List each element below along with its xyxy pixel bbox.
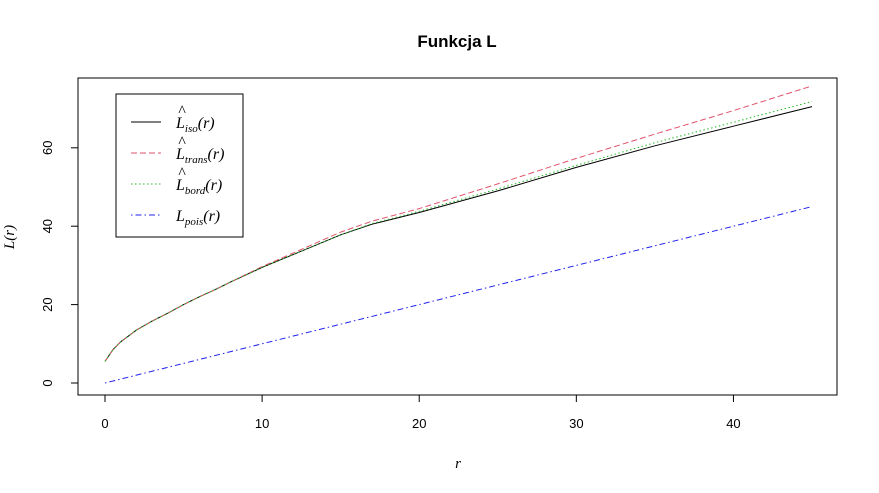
legend-hat-iso: ^	[178, 103, 186, 120]
legend-label-trans: Ltrans(r)	[175, 146, 224, 166]
x-tick-label: 0	[101, 416, 108, 431]
x-tick-label: 10	[255, 416, 269, 431]
y-axis-label: L(r)	[2, 225, 18, 250]
legend-label-iso: Liso(r)	[175, 115, 215, 135]
series-layer	[104, 85, 813, 384]
series-line-bord	[104, 101, 813, 362]
x-axis: 0 10 20 30 40	[101, 394, 741, 431]
x-tick-label: 30	[569, 416, 583, 431]
x-tick-label: 40	[726, 416, 740, 431]
legend-hat-bord: ^	[178, 165, 186, 182]
y-tick-label: 0	[40, 379, 55, 386]
legend-hat-trans: ^	[178, 134, 186, 151]
legend-label-bord: Lbord(r)	[175, 177, 222, 197]
legend-label-pois: Lpois(r)	[175, 208, 220, 228]
y-tick-label: 20	[40, 297, 55, 311]
x-tick-label: 20	[412, 416, 426, 431]
x-axis-label: r	[455, 456, 461, 472]
legend: Liso(r)^Ltrans(r)^Lbord(r)^Lpois(r)	[115, 93, 244, 238]
chart-title: Funkcja L	[417, 32, 496, 51]
legend-box	[115, 93, 244, 238]
y-tick-label: 60	[40, 141, 55, 155]
y-axis: 0 20 40 60	[40, 141, 79, 387]
series-line-trans	[104, 85, 813, 362]
y-tick-label: 40	[40, 219, 55, 233]
